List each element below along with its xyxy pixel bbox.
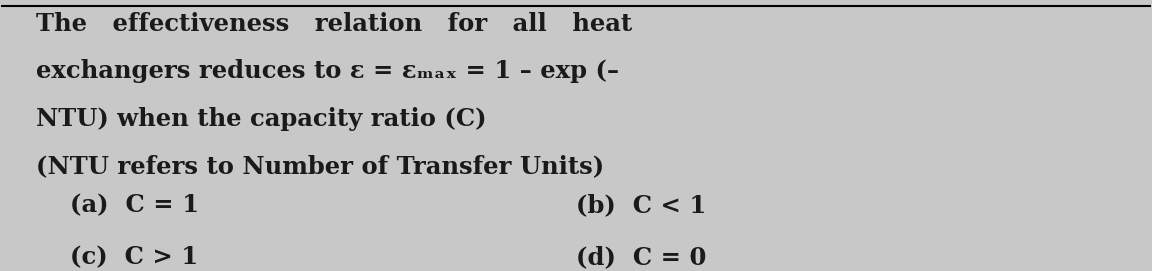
Text: The   effectiveness   relation   for   all   heat: The effectiveness relation for all heat	[36, 12, 632, 36]
Text: (NTU refers to Number of Transfer Units): (NTU refers to Number of Transfer Units)	[36, 154, 604, 178]
Text: exchangers reduces to ε = εₘₐₓ = 1 – exp (–: exchangers reduces to ε = εₘₐₓ = 1 – exp…	[36, 59, 619, 83]
Text: (c)  C > 1: (c) C > 1	[70, 245, 198, 269]
Text: NTU) when the capacity ratio (C): NTU) when the capacity ratio (C)	[36, 107, 486, 131]
Text: (a)  C = 1: (a) C = 1	[70, 193, 199, 218]
Text: (d)  C = 0: (d) C = 0	[576, 245, 706, 269]
Text: (b)  C < 1: (b) C < 1	[576, 193, 706, 218]
